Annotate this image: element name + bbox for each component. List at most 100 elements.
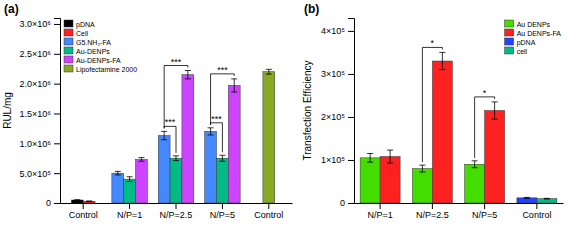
y-tick-mark [54, 173, 60, 174]
error-bar [208, 128, 214, 135]
legend: pDNACellG5.NH₂-FAAu-DENPsAu-DENPs-FALipo… [64, 20, 137, 74]
error-bar [173, 156, 179, 161]
y-tick: 2.0×10⁶ [20, 79, 60, 89]
y-tick: 2.5×10⁶ [20, 49, 60, 59]
x-tick: N/P=1 [117, 203, 142, 220]
legend-label: Au DENPs [517, 21, 551, 28]
y-tick: 4×10⁵ [321, 26, 354, 36]
bar [136, 159, 148, 203]
legend-item: pDNA [505, 38, 536, 47]
annotation: * [483, 88, 487, 98]
x-tick-mark [129, 203, 130, 209]
x-tick-label: Control [254, 210, 283, 220]
y-tick-label: 0 [46, 198, 51, 208]
error-bar [231, 79, 237, 92]
y-tick-mark [348, 203, 354, 204]
error-bar [524, 197, 530, 199]
y-tick-mark [54, 143, 60, 144]
significance-bracket [164, 126, 176, 152]
significance-bracket [211, 123, 223, 152]
x-tick: Control [254, 203, 283, 220]
legend-label: Cell [76, 30, 89, 37]
legend-item: Au-DENPs [64, 47, 110, 55]
x-tick: N/P=5 [472, 203, 497, 220]
legend-item: Au-DENPs-FA [64, 56, 121, 64]
annotations: ************ [164, 57, 234, 153]
legend-item: Lipofectamine 2000 [64, 65, 137, 74]
legend-swatch [505, 38, 514, 45]
bar [380, 157, 400, 203]
y-tick-label: 2×10⁵ [321, 112, 345, 122]
error-bar [74, 199, 80, 200]
bar [216, 158, 228, 203]
x-tick-mark [380, 203, 381, 209]
error-bar [266, 69, 272, 74]
y-tick-label: 2.0×10⁶ [20, 79, 52, 89]
title: (a) [4, 2, 19, 16]
title: (b) [304, 2, 319, 16]
x-tick-label: N/P=5 [210, 210, 235, 220]
x-axis: N/P=1N/P=2.5N/P=5Control [355, 203, 564, 220]
significance-bracket [475, 97, 495, 158]
y-tick-mark [348, 117, 354, 118]
error-bar [185, 71, 191, 79]
legend-swatch [505, 47, 514, 54]
legend-swatch [64, 38, 73, 45]
y-tick: 2×10⁵ [321, 112, 354, 122]
error-bar [472, 161, 478, 168]
x-tick-label: N/P=5 [472, 210, 497, 220]
bar [205, 131, 217, 203]
annotation: * [431, 38, 435, 48]
legend-label: G5.NH₂-FA [76, 39, 111, 46]
y-tick: 1.5×10⁶ [20, 109, 60, 119]
x-tick: N/P=2.5 [416, 203, 449, 220]
legend-label: Au DENPs-FA [517, 30, 562, 37]
bar [360, 158, 380, 203]
y-axis-line [348, 19, 355, 204]
error-bar [439, 52, 445, 69]
y-tick-mark [348, 74, 354, 75]
error-bar [127, 177, 133, 182]
x-tick-mark [222, 203, 223, 209]
plot-area [71, 69, 274, 203]
bar [412, 169, 432, 203]
legend-swatch [64, 65, 73, 72]
legend-label: cell [517, 48, 528, 55]
error-bar [387, 150, 393, 163]
legend-label: Au-DENPs-FA [76, 57, 121, 64]
panel: N/P=1N/P=2.5N/P=5Control01×10⁵2×10⁵3×10⁵… [302, 2, 564, 220]
y-tick-label: 4×10⁵ [321, 26, 345, 36]
significance-bracket [422, 47, 442, 162]
legend-swatch [64, 29, 73, 36]
panel: ControlN/P=1N/P=2.5N/P=5Control05.0×10⁵1… [2, 2, 293, 220]
x-tick-label: N/P=1 [117, 210, 142, 220]
x-tick-mark [536, 203, 537, 209]
error-bar [138, 158, 144, 162]
y-tick-mark [348, 160, 354, 161]
bar [124, 179, 136, 203]
x-axis-line [355, 203, 564, 204]
bar [170, 158, 182, 203]
legend-swatch [505, 20, 514, 27]
bar [83, 201, 95, 203]
legend-swatch [505, 29, 514, 36]
y-tick-mark [348, 31, 354, 32]
legend: Au DENPs Au DENPs-FApDNAcell [505, 20, 562, 55]
error-bar [115, 171, 121, 175]
bar [71, 200, 83, 203]
legend-item: cell [505, 47, 528, 55]
y-axis-title: RUL/mg [2, 92, 13, 129]
y-tick-mark [54, 84, 60, 85]
y-tick: 0 [46, 198, 60, 208]
legend-swatch [64, 56, 73, 63]
plot-area [360, 52, 557, 203]
legend-item: Au DENPs [505, 20, 551, 28]
y-tick: 1×10⁵ [321, 155, 354, 165]
error-bar [492, 102, 498, 119]
x-tick-label: Control [522, 210, 551, 220]
annotation: *** [165, 117, 176, 127]
x-tick-label: N/P=2.5 [416, 210, 449, 220]
annotation: *** [171, 57, 182, 67]
y-tick: 1.0×10⁶ [20, 139, 60, 149]
y-tick: 3.0×10⁶ [20, 19, 60, 29]
